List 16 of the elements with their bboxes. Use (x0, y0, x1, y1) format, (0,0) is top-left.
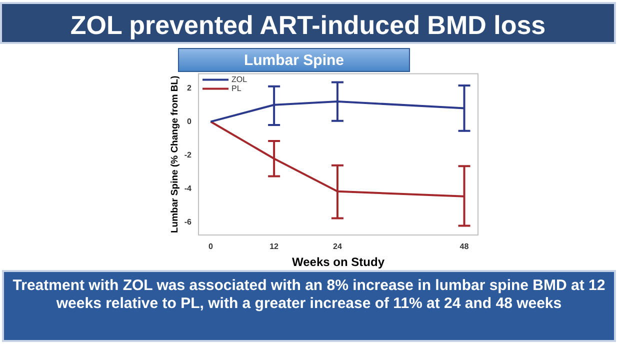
x-tick-label: 48 (460, 242, 470, 252)
x-tick-label: 12 (270, 242, 280, 252)
y-tick-label: -4 (184, 184, 192, 194)
y-tick-label: -6 (184, 218, 192, 227)
chart-title: ZOL prevented ART-induced BMD loss (0, 2, 616, 44)
y-axis-title: Lumbar Spine (% Change from BL) (169, 76, 180, 234)
x-tick-label: 0 (208, 242, 214, 252)
y-tick-label: 2 (187, 83, 192, 92)
legend-label: PL (232, 84, 242, 94)
chart-subtitle: Lumbar Spine (178, 48, 410, 72)
x-axis-title: Weeks on Study (292, 255, 385, 270)
x-tick-label: 24 (333, 242, 342, 252)
text: Treatment with ZOL was associated with an 8% increase in lumbar spine BMD at 12 weeks relative to PL, with a greater increase of 11% at 24 and 48 weeks (2, 270, 616, 342)
y-tick-label: -2 (184, 150, 192, 160)
legend-label: ZOL (232, 75, 248, 84)
y-tick-label: 0 (187, 116, 192, 126)
